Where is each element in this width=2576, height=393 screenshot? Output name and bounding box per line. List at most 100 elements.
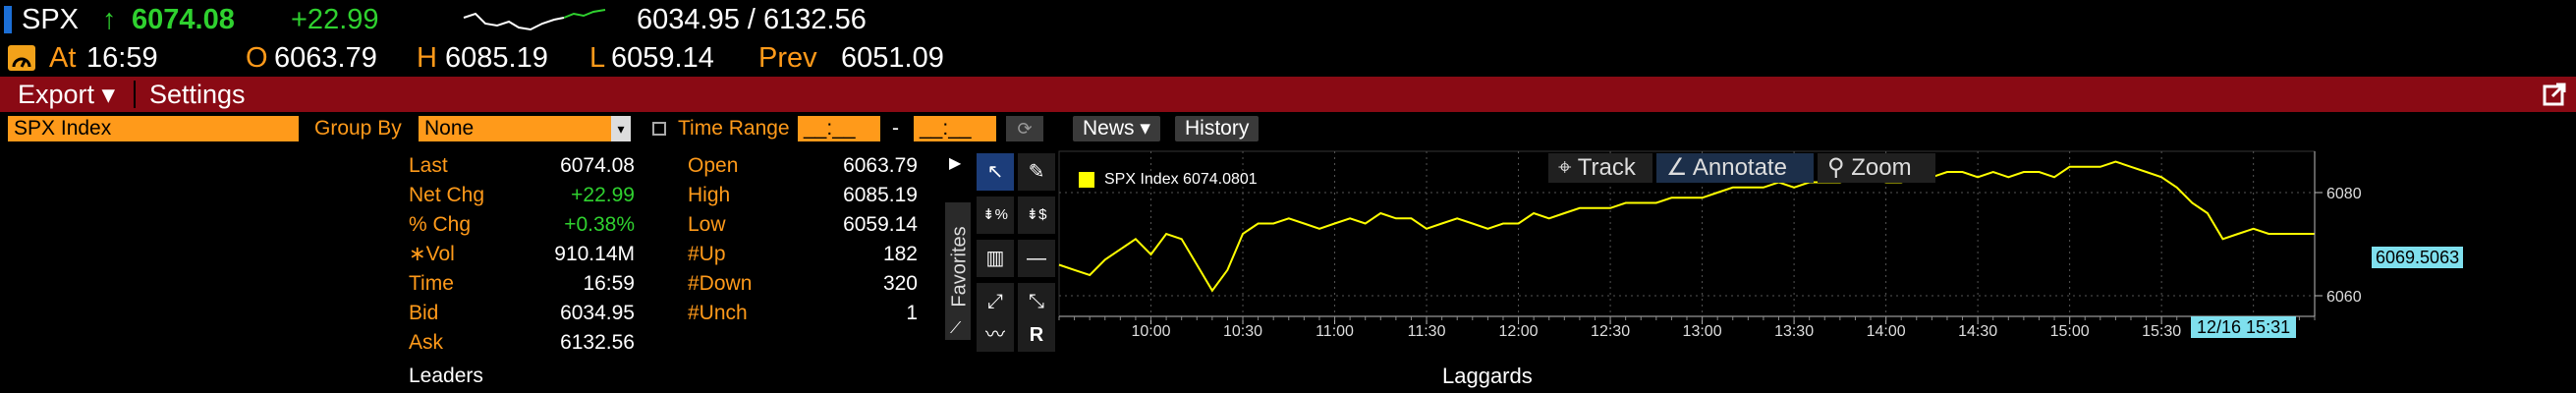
x-tick-label: 12:00 — [1499, 323, 1539, 339]
refresh-icon[interactable]: ⟳ — [1006, 116, 1043, 141]
group-by-label: Group By — [314, 117, 402, 140]
pen-icon: ∠ — [1666, 154, 1688, 181]
quote-header: SPX ↑ 6074.08 +22.99 6034.95 / 6132.56 — [0, 0, 1179, 39]
stat-label: Ask — [409, 331, 444, 354]
x-tick-label: 10:30 — [1223, 323, 1262, 339]
stat-label: #Down — [688, 272, 753, 295]
settings-menu[interactable]: Settings — [149, 80, 246, 109]
time-separator: - — [892, 117, 899, 140]
stat-label: #Unch — [688, 302, 748, 324]
percent-tool-icon[interactable]: ⇟% — [977, 196, 1014, 234]
quote-detail-line: At 16:59 O 6063.79 H 6085.19 L 6059.14 P… — [0, 39, 1179, 77]
stat-value: 1 — [906, 302, 918, 324]
history-button[interactable]: History — [1175, 116, 1260, 141]
stat-label: Open — [688, 154, 739, 177]
ray-tool-icon[interactable]: ⤡ — [1018, 283, 1055, 320]
chart-toolstrip: ▶ Favorites ⟋ ↖ ✎ ⇟% ⇟$ ▥ — ⤢ ⤡ 〰 R — [945, 151, 1061, 352]
crosshair-icon: ⌖ — [1558, 154, 1572, 181]
popout-icon[interactable] — [2543, 83, 2566, 106]
favorites-tab[interactable]: Favorites ⟋ — [945, 202, 971, 340]
zoom-button[interactable]: ⚲ Zoom — [1818, 153, 1935, 183]
legend-text: SPX Index 6074.0801 — [1104, 171, 1258, 188]
line-tool-icon[interactable]: — — [1018, 240, 1055, 277]
stat-value: +22.99 — [571, 184, 635, 206]
zoom-label: Zoom — [1851, 154, 1912, 181]
prev-label: Prev — [758, 42, 817, 74]
leaders-heading[interactable]: Leaders — [409, 365, 483, 387]
stat-value: 6059.14 — [843, 213, 918, 236]
stat-value: 6063.79 — [843, 154, 918, 177]
x-tick-label: 13:00 — [1683, 323, 1722, 339]
dollar-tool-icon[interactable]: ⇟$ — [1018, 196, 1055, 234]
text-tool-icon[interactable]: R — [1018, 318, 1055, 352]
menu-bar: Export ▾ Settings — [0, 77, 2576, 112]
laggards-heading[interactable]: Laggards — [1442, 364, 1533, 388]
pointer-tool-icon[interactable]: ↖ — [977, 153, 1014, 191]
trend-tool-icon[interactable]: ⤢ — [977, 283, 1014, 320]
stat-value: 6085.19 — [843, 184, 918, 206]
menu-divider — [134, 81, 136, 108]
x-tick-label: 11:00 — [1316, 323, 1354, 339]
last-value-label: 6069.5063 — [2372, 247, 2464, 268]
sparkline — [463, 9, 606, 31]
favorites-label: Favorites — [948, 226, 971, 308]
security-input[interactable]: SPX Index — [8, 116, 299, 141]
export-menu[interactable]: Export ▾ — [18, 80, 116, 109]
stat-label: #Up — [688, 243, 726, 265]
high-label: H — [417, 42, 437, 74]
legend-swatch — [1079, 171, 1094, 188]
track-button[interactable]: ⌖ Track — [1548, 153, 1652, 183]
prev-value: 6051.09 — [841, 42, 944, 74]
chevron-down-icon[interactable]: ▾ — [611, 116, 631, 141]
stat-label: Time — [409, 272, 454, 295]
stat-label: Last — [409, 154, 448, 177]
stat-label: High — [688, 184, 731, 206]
time-range-checkbox[interactable] — [652, 122, 666, 136]
x-tick-label: 14:30 — [1958, 323, 1997, 339]
bar-tool-icon[interactable]: ▥ — [977, 240, 1014, 277]
up-arrow-icon: ↑ — [102, 4, 117, 35]
news-button[interactable]: News ▾ — [1073, 116, 1160, 141]
magnifier-icon: ⚲ — [1827, 154, 1845, 181]
open-value: 6063.79 — [274, 42, 377, 74]
time-from-input[interactable]: __:__ — [798, 116, 880, 141]
price-chart[interactable]: 6080 6060 10:00 10:30 11:00 11:30 12:00 12:30 13… — [1051, 147, 2464, 340]
y-tick-label: 6060 — [2326, 289, 2362, 306]
pencil-icon[interactable]: ⟋ — [950, 320, 962, 337]
at-time: 16:59 — [86, 42, 158, 74]
x-tick-label: 14:00 — [1867, 323, 1906, 339]
stat-label: Bid — [409, 302, 439, 324]
stat-label: Low — [688, 213, 726, 236]
x-tick-label: 12:30 — [1591, 323, 1630, 339]
wave-tool-icon[interactable]: 〰 — [977, 318, 1014, 352]
crosshair-time-label: 12/16 15:31 — [2191, 316, 2297, 338]
group-by-select[interactable]: None — [419, 116, 631, 141]
chart-svg[interactable]: 6080 6060 10:00 10:30 11:00 11:30 12:00 12:30 13… — [1051, 147, 2417, 340]
chart-legend: SPX Index 6074.0801 — [1079, 167, 1258, 193]
stat-value: 16:59 — [583, 272, 635, 295]
stat-value: 6074.08 — [560, 154, 635, 177]
x-tick-label: 10:00 — [1131, 323, 1170, 339]
y-tick-label: 6080 — [2326, 186, 2362, 202]
track-label: Track — [1577, 154, 1636, 181]
stat-value: 910.14M — [554, 243, 635, 265]
net-change: +22.99 — [291, 4, 379, 35]
stat-value: 182 — [882, 243, 918, 265]
time-to-input[interactable]: __:__ — [914, 116, 996, 141]
draw-tool-icon[interactable]: ✎ — [1018, 153, 1055, 191]
stat-label: Net Chg — [409, 184, 485, 206]
stat-value: +0.38% — [564, 213, 635, 236]
stats-panel: Last Net Chg % Chg ∗Vol Time Bid Ask 607… — [0, 151, 943, 393]
last-price: 6074.08 — [132, 4, 235, 35]
expand-arrow-icon[interactable]: ▶ — [949, 155, 962, 172]
x-tick-label: 15:00 — [2050, 323, 2090, 339]
stat-label: % Chg — [409, 213, 472, 236]
ticker-marker — [4, 6, 12, 33]
x-tick-label: 13:30 — [1774, 323, 1814, 339]
stat-label: ∗Vol — [409, 243, 455, 265]
ticker-symbol[interactable]: SPX — [22, 4, 80, 35]
at-label: At — [49, 42, 77, 74]
annotate-label: Annotate — [1692, 154, 1787, 181]
high-value: 6085.19 — [445, 42, 548, 74]
annotate-button[interactable]: ∠ Annotate — [1656, 153, 1814, 183]
